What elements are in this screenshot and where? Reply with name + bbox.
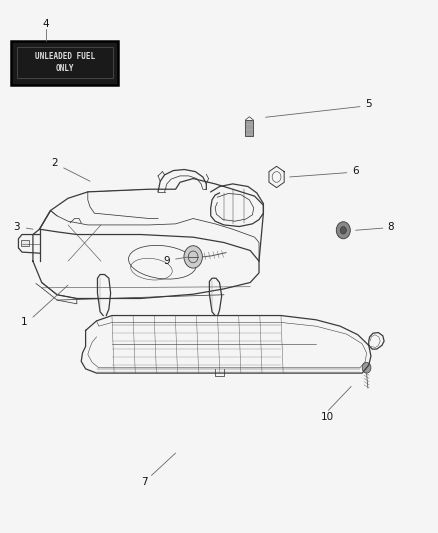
Circle shape — [361, 362, 370, 373]
FancyBboxPatch shape — [245, 120, 253, 136]
Circle shape — [184, 246, 202, 268]
Text: 6: 6 — [351, 166, 358, 175]
Text: 9: 9 — [163, 256, 170, 266]
Text: 5: 5 — [364, 99, 371, 109]
Circle shape — [339, 227, 346, 234]
Text: 2: 2 — [51, 158, 58, 167]
Text: 8: 8 — [386, 222, 393, 231]
Text: 10: 10 — [320, 412, 333, 422]
FancyBboxPatch shape — [11, 41, 118, 85]
Text: UNLEADED FUEL
ONLY: UNLEADED FUEL ONLY — [35, 52, 95, 74]
Text: 3: 3 — [13, 222, 20, 231]
Circle shape — [336, 222, 350, 239]
FancyBboxPatch shape — [21, 240, 29, 246]
Text: 1: 1 — [21, 318, 28, 327]
Text: 4: 4 — [42, 19, 49, 29]
Text: 7: 7 — [141, 478, 148, 487]
